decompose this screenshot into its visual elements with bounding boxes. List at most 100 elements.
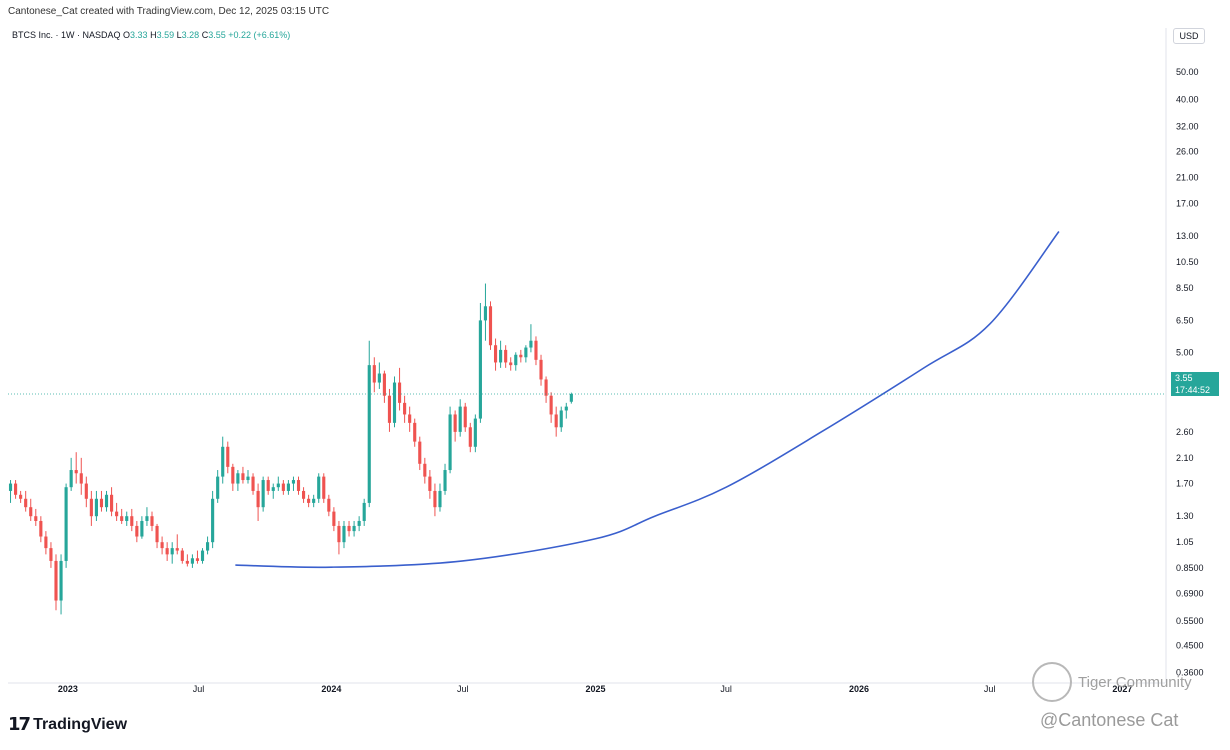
candle-body[interactable] (261, 480, 265, 508)
candle-body[interactable] (554, 414, 558, 428)
candle-body[interactable] (458, 406, 462, 432)
candle-body[interactable] (372, 365, 376, 383)
candle-body[interactable] (524, 347, 528, 358)
candle-body[interactable] (180, 550, 184, 561)
currency-label[interactable]: USD (1173, 28, 1205, 44)
candle-body[interactable] (438, 490, 442, 508)
candle-body[interactable] (160, 542, 164, 549)
candle-body[interactable] (44, 536, 48, 549)
candle-body[interactable] (59, 560, 63, 601)
candle-body[interactable] (296, 480, 301, 491)
candle-body[interactable] (357, 520, 361, 526)
candle-body[interactable] (94, 498, 98, 517)
candle-body[interactable] (499, 349, 503, 363)
candle-body[interactable] (125, 516, 129, 521)
candle-body[interactable] (251, 476, 255, 491)
symbol-name[interactable]: BTCS Inc. · 1W · NASDAQ (12, 30, 121, 40)
candle-body[interactable] (509, 362, 513, 366)
candle-body[interactable] (266, 480, 270, 491)
candle-body[interactable] (483, 306, 488, 321)
candle-body[interactable] (488, 306, 493, 346)
candle-body[interactable] (34, 516, 38, 521)
candle-body[interactable] (559, 410, 563, 428)
candle-body[interactable] (362, 502, 366, 521)
candle-body[interactable] (241, 473, 245, 481)
candle-body[interactable] (317, 476, 321, 499)
candle-body[interactable] (271, 487, 275, 491)
candle-body[interactable] (529, 340, 533, 348)
candle-body[interactable] (418, 441, 422, 464)
candle-body[interactable] (433, 490, 437, 508)
candle-body[interactable] (352, 525, 356, 532)
candle-body[interactable] (327, 498, 331, 512)
candle-body[interactable] (115, 511, 119, 517)
candle-body[interactable] (544, 379, 548, 396)
candle-body[interactable] (170, 548, 174, 555)
candle-body[interactable] (69, 470, 73, 488)
candle-body[interactable] (493, 345, 498, 363)
candle-body[interactable] (19, 494, 23, 499)
candle-body[interactable] (397, 382, 402, 403)
candle-body[interactable] (120, 516, 124, 521)
candle-body[interactable] (337, 525, 341, 543)
candle-body[interactable] (478, 320, 482, 419)
candle-body[interactable] (367, 365, 371, 503)
candle-body[interactable] (190, 558, 194, 564)
candle-body[interactable] (14, 483, 18, 495)
candle-body[interactable] (206, 542, 210, 551)
candle-body[interactable] (49, 548, 53, 561)
candle-body[interactable] (211, 498, 215, 543)
candle-body[interactable] (24, 498, 28, 508)
candle-body[interactable] (165, 548, 169, 555)
candle-body[interactable] (226, 446, 230, 467)
candle-body[interactable] (312, 498, 316, 503)
candle-body[interactable] (200, 550, 205, 561)
candle-body[interactable] (216, 476, 220, 499)
candle-body[interactable] (473, 418, 477, 447)
candle-body[interactable] (539, 359, 543, 380)
candle-body[interactable] (534, 340, 538, 360)
candle-body[interactable] (301, 490, 306, 499)
candle-body[interactable] (468, 427, 472, 447)
candle-body[interactable] (79, 473, 83, 484)
candle-body[interactable] (382, 373, 386, 396)
candle-body[interactable] (387, 395, 392, 423)
candle-body[interactable] (8, 483, 13, 491)
tradingview-logo[interactable]: 17 TradingView (8, 714, 127, 735)
candle-body[interactable] (519, 354, 523, 358)
candle-body[interactable] (342, 525, 346, 543)
candle-body[interactable] (150, 516, 154, 526)
candle-body[interactable] (322, 476, 326, 499)
candle-body[interactable] (39, 520, 43, 537)
candle-body[interactable] (332, 511, 336, 526)
candle-body[interactable] (256, 490, 260, 508)
candle-body[interactable] (231, 466, 235, 484)
candle-body[interactable] (413, 422, 417, 442)
candle-body[interactable] (443, 470, 447, 491)
candle-body[interactable] (110, 494, 114, 512)
candle-body[interactable] (463, 406, 467, 428)
candle-body[interactable] (99, 498, 104, 508)
candle-body[interactable] (135, 525, 139, 537)
support-curve[interactable] (235, 230, 1060, 569)
candle-body[interactable] (392, 382, 397, 423)
candle-body[interactable] (286, 483, 290, 491)
candle-body[interactable] (276, 483, 280, 488)
candle-body[interactable] (428, 476, 432, 491)
candle-body[interactable] (155, 525, 159, 543)
candle-body[interactable] (246, 476, 250, 481)
candle-body[interactable] (408, 414, 412, 423)
candle-body[interactable] (423, 463, 427, 477)
candle-body[interactable] (347, 525, 351, 532)
candle-body[interactable] (89, 498, 93, 517)
candle-body[interactable] (403, 402, 407, 415)
candle-body[interactable] (281, 483, 285, 491)
candle-body[interactable] (569, 393, 573, 402)
candle-body[interactable] (74, 470, 78, 474)
candle-body[interactable] (104, 494, 109, 508)
candle-body[interactable] (453, 414, 457, 432)
candle-body[interactable] (175, 548, 179, 551)
candle-body[interactable] (130, 516, 134, 526)
candle-body[interactable] (29, 507, 33, 517)
